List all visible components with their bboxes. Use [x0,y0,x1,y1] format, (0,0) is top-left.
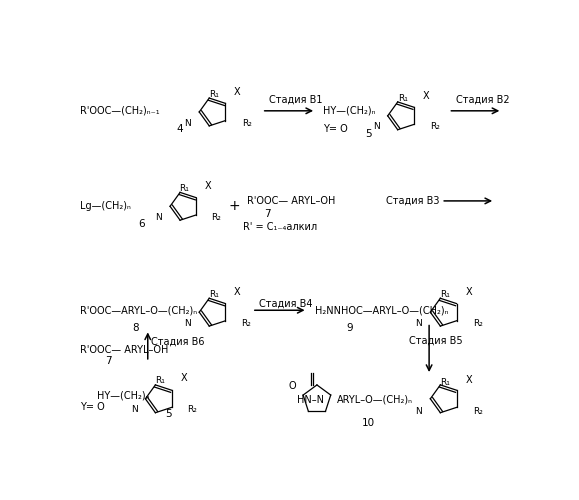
Text: 7: 7 [105,356,112,366]
Text: N: N [373,122,380,132]
Text: Стадия B6: Стадия B6 [151,337,204,347]
Text: R₂: R₂ [472,319,482,328]
Text: Стадия B2: Стадия B2 [456,95,510,105]
Text: R₂: R₂ [187,404,197,413]
Text: X: X [234,287,241,297]
Text: Стадия B5: Стадия B5 [409,336,463,346]
Text: R₂: R₂ [472,407,482,416]
Text: X: X [466,375,472,385]
Text: R' = C₁₋₄алкил: R' = C₁₋₄алкил [243,222,317,232]
Text: 5: 5 [365,129,372,139]
Text: Стадия B1: Стадия B1 [269,95,323,105]
Text: Стадия B4: Стадия B4 [259,298,312,308]
Text: 8: 8 [132,322,138,332]
Text: R₁: R₁ [209,90,219,99]
Text: N: N [156,214,162,222]
Text: +: + [228,198,240,212]
Text: R₁: R₁ [398,94,408,103]
Text: N: N [184,319,191,328]
Text: R'OOC— ARYL–OH: R'OOC— ARYL–OH [80,344,169,354]
Text: R₁: R₁ [440,290,450,300]
Text: X: X [466,287,472,297]
Text: Стадия B3: Стадия B3 [387,196,440,206]
Text: N: N [184,118,190,128]
Text: Lg—(CH₂)ₙ: Lg—(CH₂)ₙ [80,200,131,210]
Text: HY—(CH₂)ₙ: HY—(CH₂)ₙ [97,390,149,400]
Text: Y= O: Y= O [80,402,105,411]
Text: H₂NNHOC—ARYL–O—(CH₂)ₙ: H₂NNHOC—ARYL–O—(CH₂)ₙ [315,305,448,316]
Text: R₁: R₁ [155,376,165,385]
Text: HN–N: HN–N [296,394,324,404]
Text: R'OOC— ARYL–OH: R'OOC— ARYL–OH [247,196,336,206]
Text: R'OOC—(CH₂)ₙ₋₁: R'OOC—(CH₂)ₙ₋₁ [80,106,160,116]
Text: N: N [415,319,422,328]
Text: R₁: R₁ [179,184,189,194]
Text: R₂: R₂ [242,118,252,128]
Text: Y= O: Y= O [323,124,347,134]
Text: 6: 6 [138,219,145,229]
Text: ARYL–O—(CH₂)ₙ: ARYL–O—(CH₂)ₙ [337,394,413,404]
Text: 7: 7 [264,209,271,219]
Text: R₂: R₂ [241,319,251,328]
Text: R'OOC—ARYL–O—(CH₂)ₙ: R'OOC—ARYL–O—(CH₂)ₙ [80,305,197,316]
Text: 10: 10 [362,418,375,428]
Text: R₁: R₁ [209,290,219,300]
Text: R₁: R₁ [440,378,450,387]
Text: X: X [205,182,212,192]
Text: X: X [180,372,187,382]
Text: 9: 9 [346,324,353,334]
Text: 5: 5 [166,409,172,419]
Text: X: X [234,87,241,97]
Text: HY—(CH₂)ₙ: HY—(CH₂)ₙ [323,106,375,116]
Text: O: O [288,382,296,392]
Text: R₂: R₂ [211,214,221,222]
Text: 4: 4 [177,124,184,134]
Text: X: X [423,91,430,101]
Text: N: N [415,407,422,416]
Text: R₂: R₂ [430,122,440,132]
Text: N: N [131,404,138,413]
